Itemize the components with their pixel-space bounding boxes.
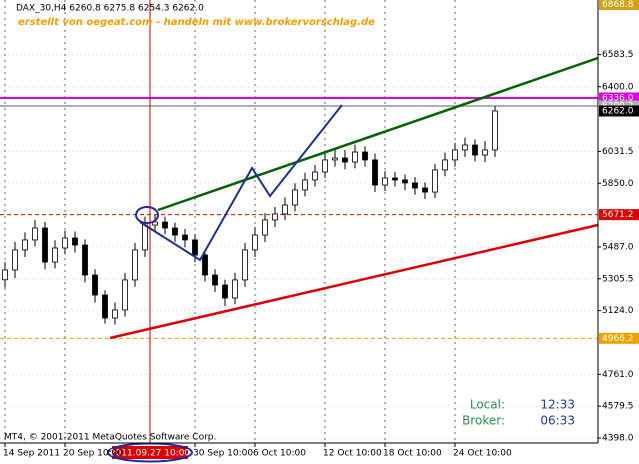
- candle-body: [52, 247, 58, 263]
- price-level-label: 6868.8: [602, 0, 634, 10]
- candle-body: [72, 237, 78, 246]
- candle-body: [372, 159, 378, 186]
- local-label: Local:: [470, 398, 505, 412]
- candle-body: [412, 182, 418, 189]
- support-trendline: [109, 223, 599, 340]
- price-level-box: [599, 0, 639, 11]
- candle-body: [22, 239, 28, 251]
- candle-body: [252, 234, 258, 251]
- watermark: erstellt von oegeat.com - handeln mit ww…: [18, 17, 375, 28]
- candle-body: [262, 219, 268, 236]
- candle-body: [472, 144, 478, 156]
- y-tick-label: 4761.0: [602, 370, 634, 380]
- axis-labels: 6583.5 6400.0 6031.5 5850.0 5487.0 5305.5 5124…: [3, 0, 639, 459]
- copyright: MT4, © 2001-2011 MetaQuotes Software Cor…: [4, 433, 216, 443]
- wave-projection: [139, 104, 343, 262]
- grid: [0, 0, 598, 443]
- price-level-label: 6262.0: [602, 106, 634, 116]
- highlight-ellipse: [135, 206, 159, 224]
- x-tick-label: 18 Oct 10:00: [383, 449, 442, 459]
- candle-body: [452, 149, 458, 161]
- candle-body: [442, 159, 448, 171]
- local-time: 12:33: [540, 398, 575, 412]
- candle-body: [322, 159, 328, 173]
- candle-body: [82, 244, 88, 276]
- candle-body: [12, 249, 18, 271]
- candle-body: [142, 224, 148, 251]
- candle-body: [282, 204, 288, 215]
- candle-body: [222, 284, 228, 299]
- candle-body: [492, 110, 498, 151]
- candle-body: [272, 213, 278, 221]
- price-level-label: 5671.2: [602, 210, 634, 220]
- x-tick-label: 6 Oct 10:00: [253, 449, 306, 459]
- price-level-box: [599, 92, 639, 104]
- y-tick-label: 5124.0: [602, 306, 634, 316]
- candle-body: [212, 274, 218, 286]
- candle-body: [422, 187, 428, 193]
- y-tick-label: 5487.0: [602, 242, 634, 252]
- candle-body: [62, 237, 68, 249]
- candle-body: [342, 157, 348, 163]
- price-level-box: [599, 105, 639, 117]
- candle-body: [162, 221, 168, 229]
- candle-body: [432, 169, 438, 193]
- candle-body: [152, 221, 158, 226]
- candle-body: [112, 309, 118, 319]
- candle-body: [32, 227, 38, 241]
- price-level-box: [599, 209, 639, 221]
- x-tick-label: 20 Sep 10:00: [63, 449, 123, 459]
- chart-title: DAX_30,H4 6260.8 6275.8 6254.3 6262.0: [16, 4, 204, 14]
- candle-body: [382, 177, 388, 186]
- candle-body: [392, 177, 398, 181]
- x-tick-label: 12 Oct 10:00: [323, 449, 382, 459]
- y-tick-label: 6400.0: [602, 82, 634, 92]
- resistance-trendline: [157, 56, 599, 212]
- cursor: 2011.09.27 10:00: [107, 0, 193, 463]
- candle-body: [312, 171, 318, 181]
- candle-body: [362, 151, 368, 161]
- candle-body: [482, 149, 488, 156]
- cursor-label: 2011.09.27 10:00: [110, 449, 191, 459]
- levels: [0, 97, 598, 339]
- y-tick-label: 4579.5: [602, 402, 634, 412]
- candles: [2, 106, 498, 325]
- candle-body: [172, 227, 178, 236]
- y-tick-label: 5850.0: [602, 179, 634, 189]
- candle-body: [302, 179, 308, 191]
- broker-label: Broker:: [462, 414, 505, 428]
- candle-body: [242, 249, 248, 281]
- y-tick-label: 6031.5: [602, 147, 634, 157]
- broker-time: 06:33: [540, 414, 575, 428]
- candle-body: [352, 151, 358, 163]
- y-tick-label: 5305.5: [602, 274, 634, 284]
- candle-body: [2, 269, 8, 281]
- price-level-box: [599, 332, 639, 344]
- candle-body: [182, 234, 188, 241]
- x-tick-label: 24 Oct 10:00: [453, 449, 512, 459]
- candle-body: [42, 227, 48, 263]
- x-tick-label: 14 Sep 2011: [3, 449, 60, 459]
- cursor-box: [112, 446, 188, 459]
- y-tick-label: 6583.5: [602, 50, 634, 60]
- candle-body: [122, 279, 128, 311]
- candle-body: [462, 144, 468, 151]
- candle-body: [402, 179, 408, 184]
- candle-body: [292, 189, 298, 206]
- candle-body: [92, 274, 98, 296]
- candle-body: [102, 294, 108, 319]
- price-level-label: 6336.0: [602, 94, 634, 104]
- price-level-label: 4966.2: [602, 334, 634, 344]
- x-tick-label: 30 Sep 10:00: [193, 449, 253, 459]
- candle-body: [232, 279, 238, 299]
- y-tick-label: 4398.0: [602, 434, 634, 444]
- candle-body: [192, 239, 198, 256]
- candle-body: [132, 249, 138, 281]
- candle-body: [202, 254, 208, 276]
- candle-body: [332, 157, 338, 161]
